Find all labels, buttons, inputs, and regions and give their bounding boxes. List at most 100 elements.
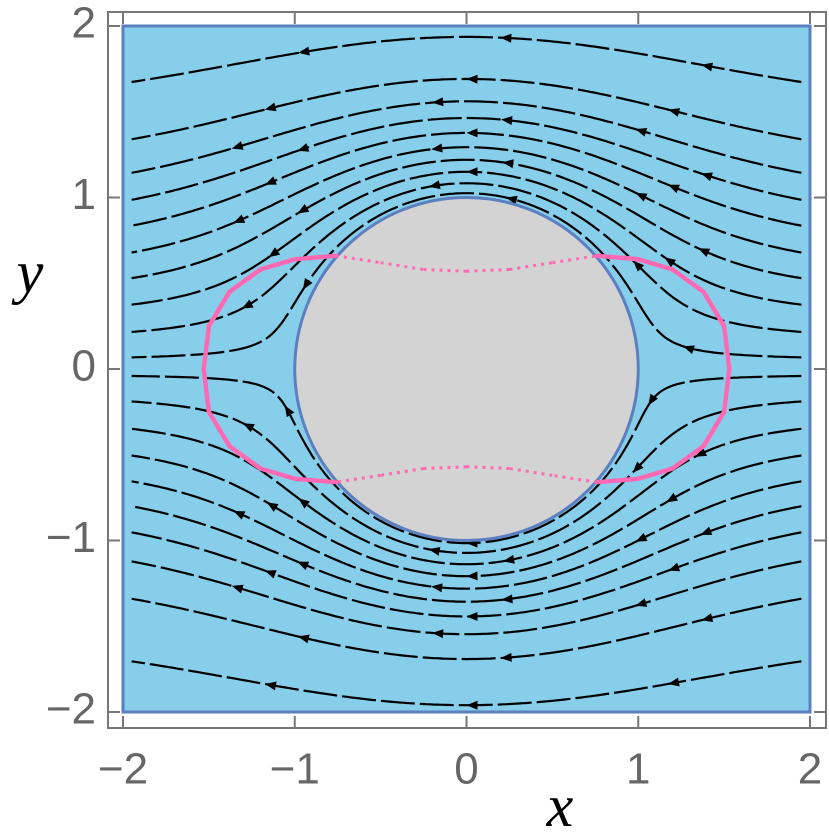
arrowhead — [700, 526, 713, 536]
obstacle — [293, 196, 640, 542]
arrowhead — [698, 248, 711, 257]
arrowhead — [466, 612, 478, 621]
arrowhead — [701, 613, 714, 623]
x-axis-label: x — [546, 773, 574, 839]
arrowhead — [231, 141, 244, 150]
arrowhead — [635, 192, 648, 202]
y-axis-label: y — [11, 239, 44, 305]
arrowhead — [233, 214, 246, 223]
arrowhead — [297, 634, 310, 644]
y-tick-label: 0 — [72, 342, 96, 391]
contour-segment — [701, 409, 727, 449]
contour-segment — [206, 289, 232, 329]
arrowhead — [695, 447, 708, 457]
streamline — [131, 192, 802, 359]
contour-segment — [636, 256, 675, 272]
streamlines — [131, 33, 802, 710]
arrowhead — [668, 562, 681, 572]
arrowhead — [242, 423, 255, 433]
arrowhead — [284, 405, 295, 418]
arrowhead — [264, 176, 277, 185]
arrowhead — [466, 74, 478, 84]
contour-segment — [670, 443, 706, 471]
x-tick-label: −1 — [270, 745, 320, 794]
arrowhead — [264, 681, 277, 691]
x-tick-label: −2 — [98, 745, 148, 794]
streamline — [131, 531, 802, 618]
arrowhead — [233, 510, 246, 520]
arrowhead — [635, 128, 648, 137]
arrowhead — [264, 102, 277, 112]
contour-segment — [206, 409, 232, 449]
arrowhead — [431, 143, 443, 153]
arrowhead — [297, 143, 310, 152]
contour-segment — [292, 476, 339, 485]
contour-segment — [201, 323, 212, 372]
streamline — [131, 560, 802, 636]
x-tick-label: 0 — [454, 745, 478, 794]
arrowhead — [633, 260, 645, 272]
contour-segment — [594, 253, 641, 262]
contour-segment — [670, 267, 706, 295]
arrowhead — [298, 46, 310, 56]
arrowhead — [428, 546, 441, 556]
arrowhead — [264, 570, 277, 579]
y-tick-label: −2 — [46, 685, 96, 734]
arrowhead — [501, 594, 513, 604]
y-tick-label: 2 — [72, 0, 96, 48]
contour-segment — [721, 366, 732, 415]
y-tick-label: −1 — [46, 513, 96, 562]
arrowhead — [668, 677, 680, 687]
arrowhead — [302, 278, 313, 290]
arrowhead — [297, 203, 310, 214]
contour-segment — [227, 267, 263, 295]
arrowhead — [297, 561, 310, 571]
arrowhead — [701, 172, 713, 182]
streamline — [131, 35, 802, 84]
arrowhead — [500, 33, 512, 43]
contour-segment — [636, 466, 675, 482]
contour-segment — [594, 476, 641, 485]
streamline — [131, 427, 802, 566]
arrowhead — [432, 629, 444, 639]
arrowhead — [500, 652, 512, 662]
streamline — [131, 116, 802, 201]
arrowhead — [466, 128, 478, 138]
streamline — [131, 597, 802, 661]
arrowhead — [432, 97, 444, 107]
arrowhead — [466, 167, 478, 177]
arrowhead — [298, 498, 310, 509]
y-tick-label: 1 — [72, 170, 96, 219]
streamline — [131, 100, 802, 174]
arrowhead — [428, 180, 441, 190]
arrowhead — [466, 571, 478, 581]
arrowhead — [241, 299, 254, 309]
contour-segment — [701, 289, 727, 329]
contour-segment — [227, 443, 263, 471]
arrowhead — [701, 62, 714, 72]
arrowhead — [266, 502, 279, 512]
arrowhead — [231, 584, 244, 594]
arrowhead — [664, 257, 677, 268]
arrowhead — [268, 247, 281, 258]
contour-segment — [258, 256, 297, 272]
arrowhead — [648, 393, 659, 406]
contour-segment — [721, 323, 732, 372]
streamline — [131, 158, 802, 280]
arrowhead — [666, 492, 678, 503]
arrowhead — [501, 116, 513, 125]
arrowhead — [668, 108, 681, 117]
contour-segment — [292, 253, 339, 262]
arrowhead — [503, 554, 515, 564]
arrowhead — [466, 700, 478, 710]
contour-segment — [201, 366, 212, 415]
arrowhead — [635, 532, 648, 542]
x-tick-label: 1 — [626, 745, 650, 794]
arrowhead — [668, 184, 680, 194]
arrowhead — [635, 598, 648, 607]
arrowhead — [683, 345, 695, 355]
arrowhead — [502, 159, 514, 169]
x-tick-label: 2 — [798, 745, 822, 794]
arrowhead — [505, 195, 518, 205]
